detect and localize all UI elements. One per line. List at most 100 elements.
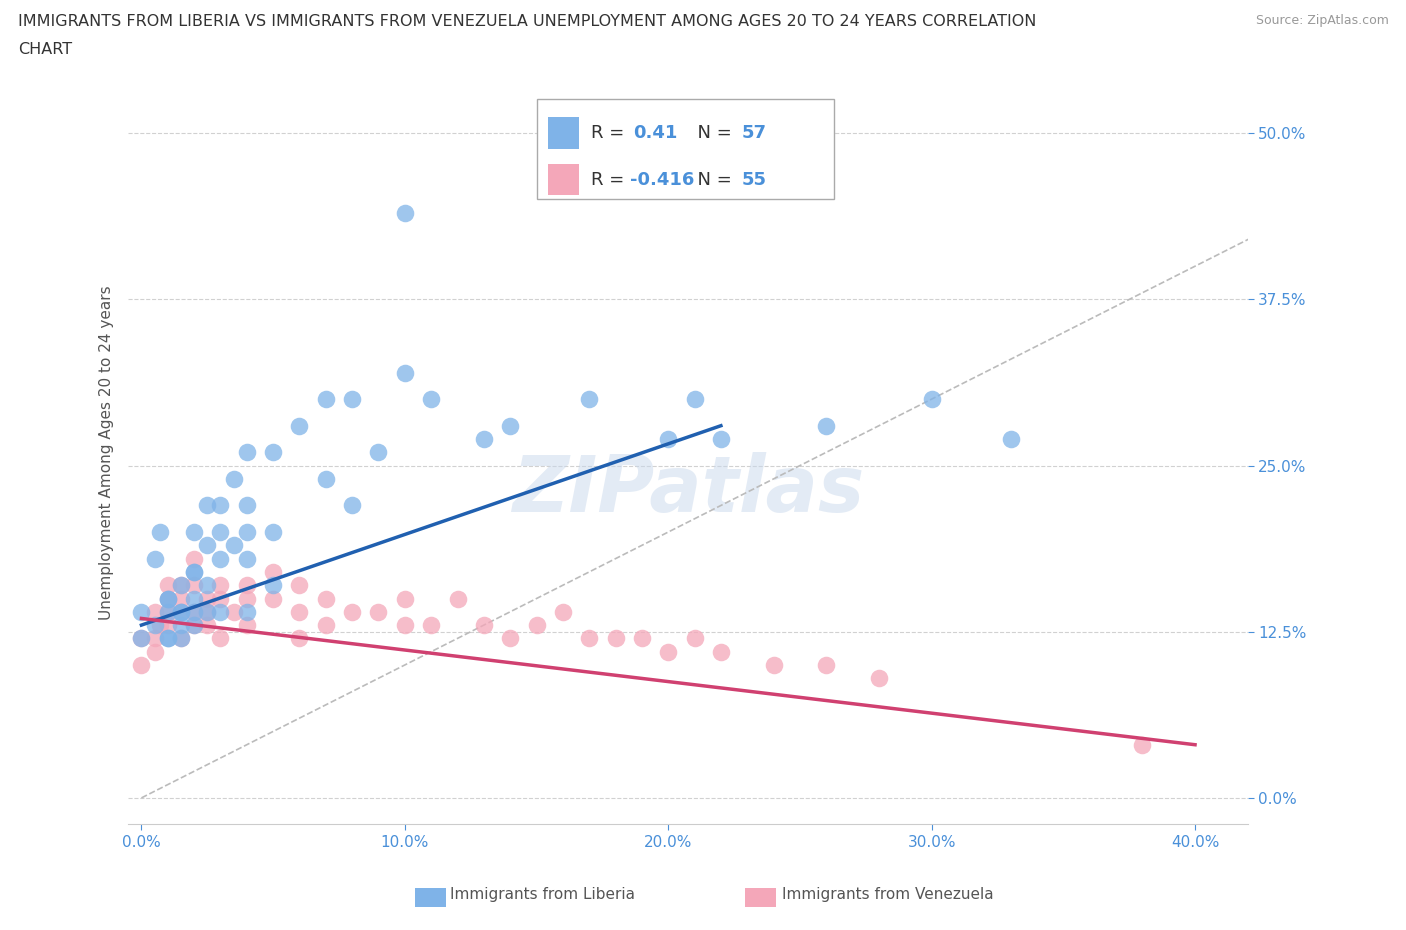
Point xyxy=(236,618,259,632)
Y-axis label: Unemployment Among Ages 20 to 24 years: Unemployment Among Ages 20 to 24 years xyxy=(100,285,114,619)
Point xyxy=(236,578,259,592)
Point xyxy=(183,604,205,619)
Text: Immigrants from Venezuela: Immigrants from Venezuela xyxy=(782,887,994,902)
Point xyxy=(195,618,218,632)
Point xyxy=(315,591,337,606)
Point xyxy=(499,631,522,645)
Point xyxy=(420,618,443,632)
Point xyxy=(222,472,245,486)
Point xyxy=(236,604,259,619)
Point xyxy=(394,206,416,220)
Point xyxy=(143,631,166,645)
Point xyxy=(367,445,389,459)
Point xyxy=(156,591,179,606)
Point xyxy=(315,472,337,486)
Point xyxy=(472,618,495,632)
Point xyxy=(183,565,205,579)
Point xyxy=(170,618,193,632)
Text: IMMIGRANTS FROM LIBERIA VS IMMIGRANTS FROM VENEZUELA UNEMPLOYMENT AMONG AGES 20 : IMMIGRANTS FROM LIBERIA VS IMMIGRANTS FR… xyxy=(18,14,1036,29)
Point xyxy=(170,578,193,592)
Point xyxy=(683,631,706,645)
Point xyxy=(156,591,179,606)
FancyBboxPatch shape xyxy=(548,165,579,195)
Point xyxy=(262,578,284,592)
Point xyxy=(315,392,337,406)
Point xyxy=(236,591,259,606)
Point xyxy=(262,591,284,606)
Point xyxy=(183,565,205,579)
Point xyxy=(183,618,205,632)
Point xyxy=(170,631,193,645)
Point xyxy=(183,551,205,566)
Text: Source: ZipAtlas.com: Source: ZipAtlas.com xyxy=(1256,14,1389,27)
Point xyxy=(195,498,218,513)
Text: Immigrants from Liberia: Immigrants from Liberia xyxy=(450,887,636,902)
Point xyxy=(156,604,179,619)
Point xyxy=(815,658,838,672)
Point xyxy=(183,525,205,539)
Text: -0.416: -0.416 xyxy=(630,171,695,189)
Point xyxy=(170,591,193,606)
Point xyxy=(156,591,179,606)
Text: CHART: CHART xyxy=(18,42,72,57)
Point xyxy=(209,604,232,619)
Text: R =: R = xyxy=(591,124,630,142)
Point xyxy=(209,551,232,566)
Point xyxy=(578,392,600,406)
Point xyxy=(526,618,548,632)
Point xyxy=(149,618,172,632)
Point xyxy=(195,538,218,552)
Point xyxy=(209,591,232,606)
Text: N =: N = xyxy=(686,171,737,189)
Point xyxy=(195,578,218,592)
Point xyxy=(288,631,311,645)
Point xyxy=(236,551,259,566)
Text: 0.41: 0.41 xyxy=(633,124,678,142)
Point xyxy=(762,658,785,672)
Point xyxy=(710,644,733,659)
Point xyxy=(420,392,443,406)
Point xyxy=(170,578,193,592)
Point xyxy=(657,644,679,659)
Point xyxy=(288,604,311,619)
Point xyxy=(710,432,733,446)
Point xyxy=(143,618,166,632)
Point xyxy=(657,432,679,446)
Point xyxy=(262,445,284,459)
Point xyxy=(183,618,205,632)
Point xyxy=(288,578,311,592)
Point xyxy=(143,604,166,619)
Point xyxy=(170,604,193,619)
Point xyxy=(170,604,193,619)
Point xyxy=(340,392,363,406)
Point xyxy=(868,671,890,685)
Point xyxy=(815,418,838,433)
FancyBboxPatch shape xyxy=(537,99,834,199)
Point xyxy=(340,498,363,513)
Point xyxy=(170,631,193,645)
Point xyxy=(367,604,389,619)
Point xyxy=(156,578,179,592)
Point xyxy=(149,525,172,539)
Point xyxy=(578,631,600,645)
Point xyxy=(499,418,522,433)
FancyBboxPatch shape xyxy=(548,117,579,149)
Point xyxy=(236,525,259,539)
Point xyxy=(222,604,245,619)
Text: 55: 55 xyxy=(742,171,766,189)
Point xyxy=(921,392,943,406)
Point xyxy=(195,591,218,606)
Text: 57: 57 xyxy=(742,124,766,142)
Point xyxy=(315,618,337,632)
Point xyxy=(394,618,416,632)
Point xyxy=(683,392,706,406)
Point xyxy=(183,578,205,592)
Point xyxy=(143,644,166,659)
Point xyxy=(131,604,153,619)
Point xyxy=(209,578,232,592)
Point xyxy=(170,604,193,619)
Point xyxy=(156,604,179,619)
Point xyxy=(131,658,153,672)
Point xyxy=(209,631,232,645)
Text: ZIPatlas: ZIPatlas xyxy=(512,451,865,527)
